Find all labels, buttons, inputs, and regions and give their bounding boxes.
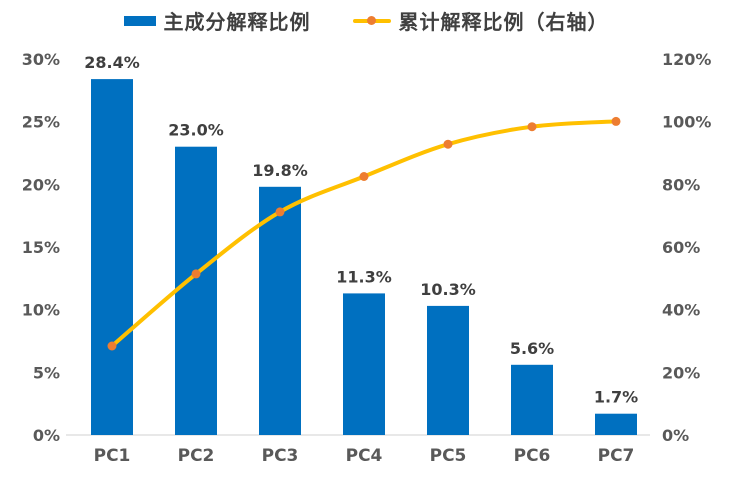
bar-value-label-PC7: 1.7% [594,388,638,407]
bar-PC1 [91,79,133,435]
chart-legend: 主成分解释比例 累计解释比例（右轴） [0,6,732,35]
left-axis-tick: 25% [22,113,60,132]
cumulative-marker-PC6 [527,122,537,132]
right-axis-tick: 100% [662,113,711,132]
left-axis-tick: 10% [22,301,60,320]
line-series-swatch [352,16,391,25]
left-axis-tick: 30% [22,50,60,69]
cumulative-marker-PC7 [611,116,621,126]
line-marker-dot-icon [367,16,376,25]
bar-value-label-PC3: 19.8% [252,161,308,180]
x-tick-PC4: PC4 [346,446,383,466]
bar-value-label-PC4: 11.3% [336,267,392,286]
bar-value-label-PC5: 10.3% [420,280,476,299]
bar-value-label-PC2: 23.0% [168,121,224,140]
legend-item-line-series: 累计解释比例（右轴） [352,6,609,35]
cumulative-marker-PC1 [107,341,117,351]
bar-series-swatch [123,15,156,26]
x-tick-PC6: PC6 [514,446,551,466]
bar-PC4 [343,293,385,435]
left-axis-tick: 20% [22,175,60,194]
legend-item-bar-series: 主成分解释比例 [123,6,311,35]
bar-PC5 [427,305,469,435]
cumulative-marker-PC2 [191,269,201,279]
left-axis-tick: 0% [33,426,60,445]
left-axis-tick: 5% [33,363,60,382]
right-axis-tick: 40% [662,301,700,320]
x-tick-PC5: PC5 [430,446,467,466]
bar-value-label-PC1: 28.4% [84,53,140,72]
bar-PC3 [259,186,301,435]
x-tick-PC1: PC1 [94,446,131,466]
right-axis-tick: 20% [662,363,700,382]
x-tick-PC2: PC2 [178,446,215,466]
right-axis-tick: 60% [662,238,700,257]
cumulative-marker-PC4 [359,172,369,181]
right-axis-tick: 120% [662,50,711,69]
x-tick-PC7: PC7 [598,446,635,466]
line-series-label: 累计解释比例（右轴） [398,10,609,34]
bar-PC2 [175,146,217,435]
bar-value-label-PC6: 5.6% [510,339,554,358]
right-axis-tick: 0% [662,426,689,445]
bar-PC7 [595,413,637,435]
bar-PC6 [511,364,553,435]
right-axis-tick: 80% [662,175,700,194]
cumulative-marker-PC3 [275,207,285,217]
bar-series-label: 主成分解释比例 [163,10,311,34]
x-tick-PC3: PC3 [262,446,299,466]
left-axis-tick: 15% [22,238,60,257]
cumulative-marker-PC5 [443,139,453,149]
